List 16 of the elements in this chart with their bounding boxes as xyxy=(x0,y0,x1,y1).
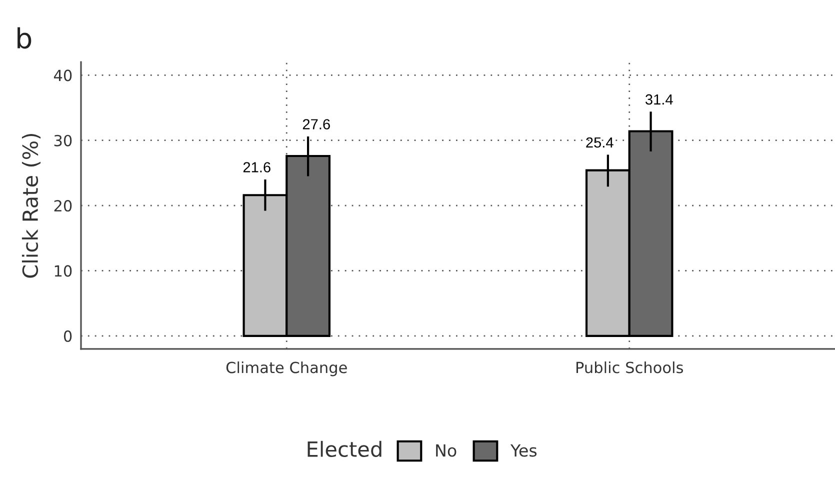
y-tick-label: 0 xyxy=(64,330,72,342)
data-label: 27.6 xyxy=(302,119,330,130)
legend-title: Elected xyxy=(308,440,382,458)
x-tick-label: Public Schools xyxy=(576,361,683,374)
data-label: 31.4 xyxy=(645,94,673,105)
legend-label: No xyxy=(436,444,456,457)
y-tick-label: 30 xyxy=(54,134,72,146)
y-tick-label: 10 xyxy=(54,265,72,277)
x-tick-label: Climate Change xyxy=(226,361,347,376)
legend-label: Yes xyxy=(510,444,537,457)
data-label: 25.4 xyxy=(586,137,614,148)
y-tick-label: 40 xyxy=(54,70,72,82)
chart-title: b xyxy=(18,27,32,49)
y-axis-title: Click Rate (%) xyxy=(22,134,41,278)
data-label: 21.6 xyxy=(243,162,270,172)
y-tick-label: 20 xyxy=(54,200,72,212)
